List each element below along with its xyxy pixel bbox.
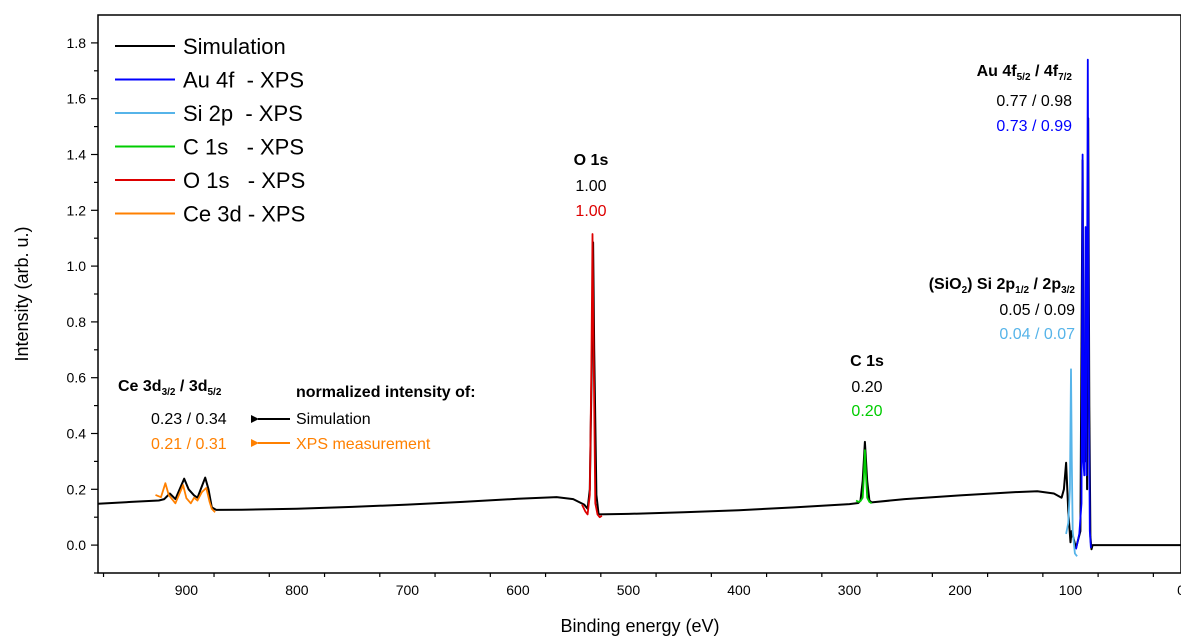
y-tick-label: 0.8	[67, 314, 87, 330]
si-xps-value: 0.04 / 0.07	[999, 326, 1075, 343]
y-tick-label: 1.2	[67, 202, 87, 218]
o-peak-label: O 1s	[574, 152, 609, 169]
o-sim-value: 1.00	[575, 178, 606, 195]
y-axis-title: Intensity (arb. u.)	[12, 226, 32, 361]
series-line-o-1s-xps	[581, 233, 603, 519]
y-tick-label: 0.4	[67, 426, 87, 442]
normalized-sim-label: Simulation	[296, 411, 371, 428]
c-sim-value: 0.20	[851, 379, 882, 396]
legend-label-o-1s-xps: O 1s - XPS	[183, 168, 305, 193]
x-tick-label: 700	[396, 582, 420, 598]
x-tick-label: 0	[1177, 582, 1181, 598]
y-tick-label: 1.6	[67, 91, 87, 107]
x-tick-label: 200	[948, 582, 972, 598]
x-tick-label: 900	[175, 582, 199, 598]
legend-label-simulation: Simulation	[183, 34, 286, 59]
x-axis-title: Binding energy (eV)	[560, 616, 719, 636]
au-sim-value: 0.77 / 0.98	[996, 93, 1072, 110]
series-line-au-4f-xps	[1075, 58, 1092, 550]
x-tick-label: 100	[1059, 582, 1083, 598]
y-tick-label: 0.6	[67, 370, 87, 386]
c-xps-value: 0.20	[851, 403, 882, 420]
x-tick-label: 500	[617, 582, 641, 598]
legend-label-si-2p-xps: Si 2p - XPS	[183, 101, 303, 126]
x-tick-label: 400	[727, 582, 751, 598]
series-line-c-1s-xps	[855, 449, 873, 505]
series-line-si-2p-xps	[1065, 368, 1078, 557]
legend-label-c-1s-xps: C 1s - XPS	[183, 135, 304, 160]
x-tick-label: 600	[506, 582, 530, 598]
x-axis-ticks: 900 800 700 600 500 400 300 200 100 0	[102, 573, 1181, 598]
x-tick-label: 800	[285, 582, 309, 598]
o-xps-value: 1.00	[575, 203, 606, 220]
y-tick-label: 1.8	[67, 35, 87, 51]
series-line-ce-3d-xps	[155, 482, 216, 513]
x-tick-label: 300	[838, 582, 862, 598]
normalized-xps-label: XPS measurement	[296, 436, 431, 453]
legend-label-au-4f-xps: Au 4f - XPS	[183, 68, 304, 93]
y-tick-label: 0.0	[67, 537, 87, 553]
y-axis-ticks: 0.0 0.2 0.4 0.6 0.8 1.0 1.2 1.4 1.6 1.8	[67, 35, 98, 574]
si-sim-value: 0.05 / 0.09	[999, 302, 1075, 319]
au-xps-value: 0.73 / 0.99	[996, 118, 1072, 135]
normalized-title: normalized intensity of:	[296, 384, 476, 401]
ce-xps-value: 0.21 / 0.31	[151, 436, 227, 453]
c-peak-label: C 1s	[850, 353, 884, 370]
ce-sim-value: 0.23 / 0.34	[151, 411, 227, 428]
y-tick-label: 0.2	[67, 481, 87, 497]
series-lines	[97, 58, 1181, 557]
si-peak-label: (SiO2) Si 2p1/2 / 2p3/2	[929, 276, 1076, 296]
au-peak-label: Au 4f5/2 / 4f7/2	[977, 63, 1073, 83]
y-tick-label: 1.4	[67, 147, 87, 163]
legend: Simulation Au 4f - XPS Si 2p - XPS C 1s - X…	[115, 34, 305, 227]
y-tick-label: 1.0	[67, 258, 87, 274]
legend-label-ce-3d-xps: Ce 3d - XPS	[183, 202, 305, 227]
ce-peak-label: Ce 3d3/2 / 3d5/2	[118, 378, 222, 398]
